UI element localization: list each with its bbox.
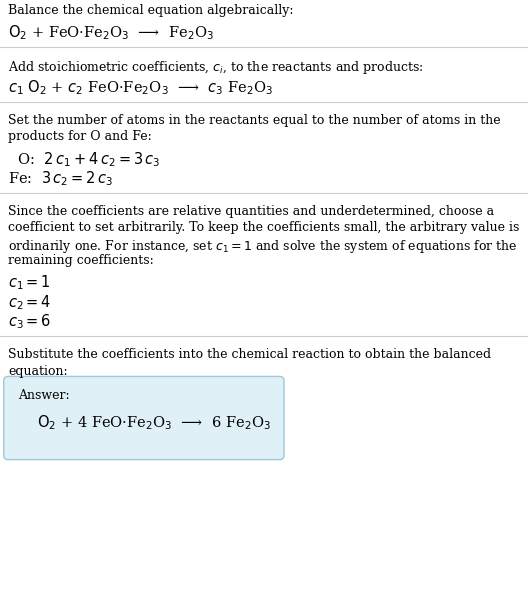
- Text: $c_2 = 4$: $c_2 = 4$: [8, 293, 51, 312]
- Text: $\mathrm{O_2}$ + FeO·Fe$_2$O$_3$  ⟶  Fe$_2$O$_3$: $\mathrm{O_2}$ + FeO·Fe$_2$O$_3$ ⟶ Fe$_2…: [8, 24, 214, 42]
- Text: $c_1 = 1$: $c_1 = 1$: [8, 274, 51, 293]
- Text: products for O and Fe:: products for O and Fe:: [8, 130, 152, 143]
- Text: Substitute the coefficients into the chemical reaction to obtain the balanced: Substitute the coefficients into the che…: [8, 348, 491, 361]
- Text: Answer:: Answer:: [18, 389, 70, 402]
- Text: $c_1$ $\mathrm{O_2}$ + $c_2$ FeO·Fe$_2$O$_3$  ⟶  $c_3$ Fe$_2$O$_3$: $c_1$ $\mathrm{O_2}$ + $c_2$ FeO·Fe$_2$O…: [8, 78, 273, 97]
- Text: Set the number of atoms in the reactants equal to the number of atoms in the: Set the number of atoms in the reactants…: [8, 114, 501, 127]
- Text: O:  $2\,c_1 + 4\,c_2 = 3\,c_3$: O: $2\,c_1 + 4\,c_2 = 3\,c_3$: [13, 150, 161, 169]
- FancyBboxPatch shape: [4, 376, 284, 460]
- Text: Fe:  $3\,c_2 = 2\,c_3$: Fe: $3\,c_2 = 2\,c_3$: [8, 169, 113, 188]
- Text: $c_3 = 6$: $c_3 = 6$: [8, 313, 51, 332]
- Text: Since the coefficients are relative quantities and underdetermined, choose a: Since the coefficients are relative quan…: [8, 205, 494, 218]
- Text: coefficient to set arbitrarily. To keep the coefficients small, the arbitrary va: coefficient to set arbitrarily. To keep …: [8, 221, 520, 234]
- Text: $\mathrm{O_2}$ + 4 FeO·Fe$_2$O$_3$  ⟶  6 Fe$_2$O$_3$: $\mathrm{O_2}$ + 4 FeO·Fe$_2$O$_3$ ⟶ 6 F…: [37, 414, 271, 432]
- Text: remaining coefficients:: remaining coefficients:: [8, 254, 154, 267]
- Text: ordinarily one. For instance, set $c_1 = 1$ and solve the system of equations fo: ordinarily one. For instance, set $c_1 =…: [8, 238, 517, 255]
- Text: Add stoichiometric coefficients, $c_i$, to the reactants and products:: Add stoichiometric coefficients, $c_i$, …: [8, 59, 423, 76]
- Text: equation:: equation:: [8, 365, 68, 378]
- Text: Balance the chemical equation algebraically:: Balance the chemical equation algebraica…: [8, 4, 294, 17]
